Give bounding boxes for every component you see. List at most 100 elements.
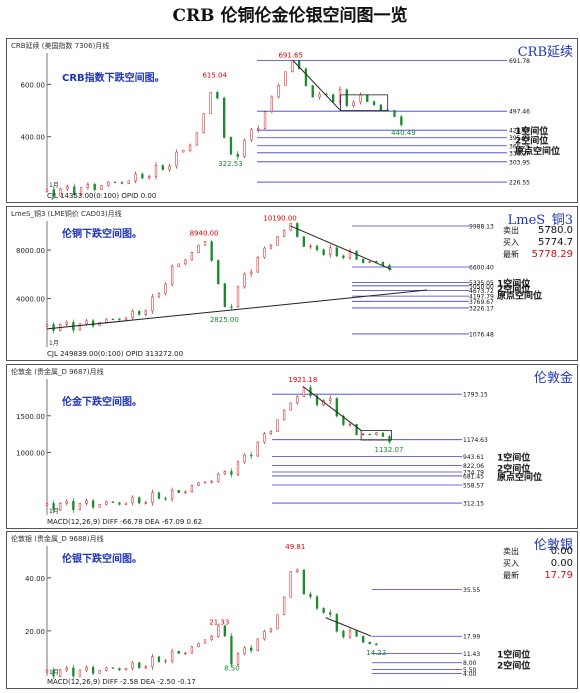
silver-candle [309, 593, 312, 598]
crb-candle [45, 189, 49, 192]
gold-candle [184, 491, 187, 493]
silver-candle [348, 630, 352, 638]
silver-candle [144, 666, 147, 668]
silver-candle [138, 662, 141, 668]
gold-candle [52, 503, 55, 511]
gold-level-label: 1793.15 [463, 392, 488, 399]
silver-candle [118, 668, 121, 671]
silver-candle [111, 667, 115, 669]
gold-chart-panel: 1000.001500.001月1793.151174.63943.61822.… [6, 364, 578, 529]
silver-chart-annotation: 伦银下跌空间图。 [62, 554, 142, 565]
silver-candle [342, 630, 345, 638]
crb-candle [379, 104, 383, 111]
silver-candle [124, 668, 128, 671]
gold-level-label: 943.61 [463, 454, 484, 461]
gold-candle [59, 503, 62, 511]
copper-quote-box: 卖出 5780.0 买入 5774.7 最新 5778.29 [501, 225, 575, 261]
silver-level-label: 17.99 [463, 634, 480, 641]
silver-candle [355, 630, 358, 637]
crb-range-box [340, 94, 389, 111]
copper-candle [157, 293, 161, 298]
crb-candle [134, 173, 137, 182]
copper-candle [250, 271, 253, 275]
silver-candle [375, 643, 378, 646]
crb-candle [229, 137, 233, 155]
silver-trend-line [325, 617, 372, 637]
copper-candle [296, 223, 299, 237]
crb-trough-label: 440.49 [391, 129, 416, 137]
silver-candle [131, 662, 134, 669]
gold-candle [111, 501, 115, 503]
silver-candle [91, 666, 95, 674]
silver-level-label: 11.43 [463, 651, 480, 658]
silver-candle [72, 667, 75, 677]
crb-candle [209, 92, 212, 115]
gold-chart-brand: 伦敦金 [533, 371, 573, 386]
silver-trough-label: 14.22 [366, 649, 386, 657]
copper-candle [236, 286, 240, 307]
copper-candle [381, 261, 385, 266]
copper-peak-label: 8940.00 [190, 230, 219, 238]
gold-candle [72, 500, 75, 511]
silver-ytick-label: 40.00 [25, 575, 45, 583]
copper-candle [276, 236, 279, 246]
copper-level-label: 5335.05 [469, 280, 494, 287]
crb-candle [223, 97, 226, 138]
copper-callout-label: 2空间位 [497, 283, 530, 295]
crb-candle [359, 94, 362, 103]
crb-candle [243, 139, 246, 157]
crb-candle [120, 182, 124, 184]
copper-candle [197, 244, 200, 253]
gold-candle [296, 396, 299, 404]
crb-ytick-label: 400.00 [21, 134, 46, 142]
copper-candle [177, 263, 180, 267]
copper-trough-label: 2825.00 [210, 316, 239, 324]
silver-candle [78, 669, 82, 677]
copper-ytick-label: 8000.00 [16, 247, 45, 255]
copper-corner-label: 1月 [49, 340, 59, 347]
crb-candle [263, 111, 267, 129]
copper-candle [170, 266, 174, 285]
gold-candle [250, 454, 253, 457]
silver-candle [217, 625, 220, 637]
copper-candle [309, 245, 312, 248]
gold-trough-label: 1132.07 [375, 446, 404, 454]
gold-candle [388, 436, 391, 443]
copper-candle [184, 259, 187, 265]
copper-level-label: 9988.13 [469, 223, 494, 230]
silver-level-label: 8.00 [463, 660, 477, 667]
silver-candle [164, 660, 167, 662]
silver-peak-label: 49.81 [285, 543, 305, 551]
crb-candle [236, 153, 239, 157]
gold-candle [282, 409, 286, 421]
silver-quote-buy: 买入 0.00 [503, 558, 573, 569]
crb-level-label: 424.89 [509, 128, 530, 135]
crb-trend-line [292, 60, 341, 111]
gold-callout-label: 1空间位 [497, 452, 530, 464]
copper-candle [151, 296, 154, 312]
gold-candle [85, 500, 88, 504]
copper-candle [375, 261, 378, 263]
crb-level-label: 497.46 [509, 109, 530, 116]
crb-candle [216, 92, 219, 99]
silver-candle [368, 641, 371, 645]
gold-candle [256, 441, 259, 457]
copper-candle [138, 311, 141, 315]
silver-chart-svg: 20.0040.001月35.5517.9911.438.005.504.002… [25, 543, 530, 680]
silver-chart-header: 伦敦银 (贵金属_D 9688)月线 [11, 535, 104, 543]
gold-candle [151, 492, 154, 503]
silver-candle [315, 596, 319, 609]
gold-candle [190, 485, 194, 493]
gold-candle [118, 502, 121, 505]
copper-chart-annotation: 伦铜下跌空间图。 [62, 229, 142, 240]
gold-peak-label: 1921.18 [288, 376, 317, 384]
gold-trend-line [302, 385, 362, 431]
copper-candle [269, 245, 273, 249]
silver-candle [230, 635, 233, 665]
gold-candle [263, 433, 266, 443]
silver-candle [269, 628, 273, 632]
silver-callout-label: 1空间位 [497, 649, 530, 661]
crb-candle [277, 85, 280, 98]
copper-candle [243, 273, 246, 288]
crb-candle [86, 184, 90, 188]
